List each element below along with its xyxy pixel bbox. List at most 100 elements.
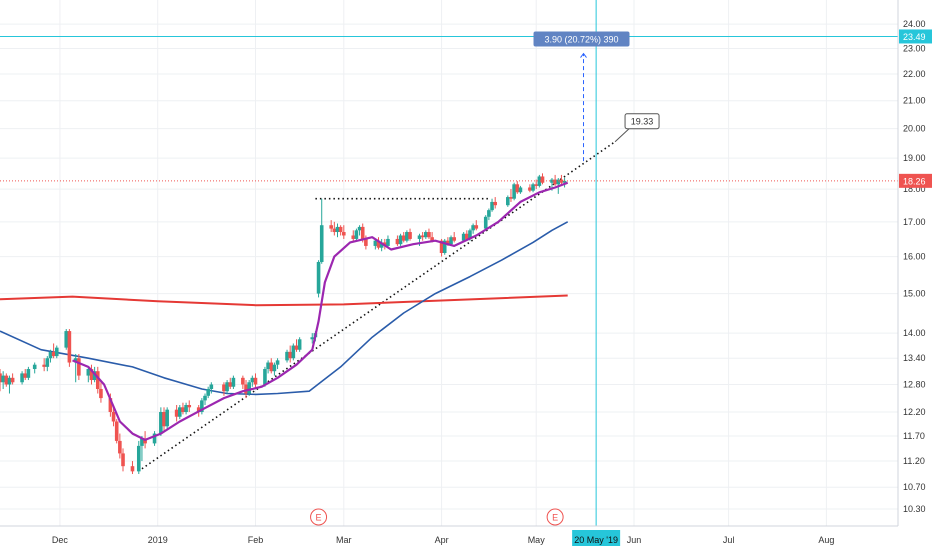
candle-body	[439, 240, 444, 254]
candle-body	[515, 184, 520, 193]
candle-body	[200, 400, 204, 413]
ma-mid-line	[0, 221, 569, 396]
candle-body	[177, 407, 182, 417]
price-tick-label: 15.00	[903, 289, 926, 299]
candle-body	[45, 358, 50, 367]
candle-body	[531, 184, 535, 191]
candle-body	[405, 232, 409, 241]
candle-body	[490, 201, 494, 211]
ma-fast-line	[72, 181, 569, 441]
candle-body	[424, 232, 428, 238]
candle-body	[294, 345, 299, 350]
price-tick-label: 12.80	[903, 379, 926, 389]
time-tick-label: Feb	[248, 535, 264, 545]
price-tick-label: 20.00	[903, 124, 926, 134]
ma-fast-path	[72, 181, 569, 441]
candle-body	[99, 388, 103, 399]
candles	[0, 173, 567, 474]
time-axis[interactable]: Dec 2019 Feb Mar Apr May Jun Jul Aug 20 May '19	[0, 525, 932, 550]
candle-body	[130, 466, 135, 472]
candle-body	[1, 375, 5, 383]
candle-body	[357, 226, 362, 231]
candle-body	[379, 242, 384, 248]
candle-body	[181, 407, 185, 413]
crosshair	[0, 0, 898, 526]
candle-body	[540, 176, 545, 183]
price-tag-label: 23.49	[903, 32, 926, 42]
candle-body	[338, 226, 343, 233]
price-tick-label: 14.00	[903, 328, 926, 338]
price-tick-label: 19.00	[903, 153, 926, 163]
candle-body	[118, 440, 122, 454]
measure-arrow-icon	[580, 52, 587, 58]
candle-body	[111, 412, 116, 422]
price-tick-label: 21.00	[903, 96, 926, 106]
price-axis[interactable]: 24.00 23.00 22.00 21.00 20.00 19.00 18.00 17.00…	[897, 0, 932, 550]
price-tag	[899, 29, 932, 44]
candle-body	[291, 345, 296, 359]
candle-body	[288, 351, 292, 359]
plot-background	[0, 0, 898, 526]
axis-corner	[898, 526, 932, 550]
trendline-segment[interactable]	[141, 141, 616, 470]
price-tick-label: 10.70	[903, 482, 926, 492]
candle-body	[275, 360, 280, 365]
candle-body	[471, 225, 475, 231]
candle-body	[48, 351, 53, 359]
candle-body	[266, 362, 270, 370]
candle-body	[54, 347, 59, 357]
candle-body	[42, 364, 46, 367]
candle-body	[272, 364, 277, 372]
trendline-label: 19.33	[631, 117, 654, 127]
candle-body	[351, 235, 356, 239]
candle-body	[465, 233, 469, 239]
candle-body	[250, 377, 255, 383]
candle-body	[332, 228, 337, 233]
trendline[interactable]: 19.33	[141, 113, 660, 470]
time-tick-label: Dec	[52, 535, 69, 545]
measure-tool[interactable]: 3.90 (20.72%) 390	[533, 31, 630, 162]
candle-body	[528, 187, 532, 191]
candle-body	[77, 358, 81, 376]
earnings-marker[interactable]	[546, 508, 564, 526]
candle-body	[401, 235, 406, 241]
candle-body	[4, 375, 9, 385]
candle-body	[121, 453, 125, 467]
price-tick-label: 17.00	[903, 217, 926, 227]
candle-body	[73, 358, 78, 363]
trendline-label-pointer	[614, 128, 630, 143]
candle-body	[174, 409, 179, 417]
price-tick-label: 16.00	[903, 252, 926, 262]
candle-body	[335, 226, 340, 233]
measure-label: 3.90 (20.72%) 390	[544, 35, 618, 45]
candle-body	[509, 197, 513, 199]
time-tick-label: Mar	[336, 535, 352, 545]
candle-body	[329, 225, 333, 229]
candle-body	[92, 371, 97, 381]
candle-body	[468, 230, 472, 239]
candle-body	[89, 369, 94, 381]
candle-body	[51, 351, 56, 357]
candle-body	[360, 226, 365, 239]
earnings-marker-label: E	[316, 513, 322, 523]
candle-body	[483, 216, 488, 229]
candle-body	[184, 405, 188, 413]
earnings-marker[interactable]	[310, 508, 328, 526]
candle-body	[241, 377, 245, 385]
measure-label-box[interactable]	[533, 31, 630, 47]
candle-body	[209, 384, 214, 389]
candle-body	[86, 369, 91, 376]
candle-body	[231, 377, 236, 387]
candle-body	[341, 232, 346, 236]
grid	[0, 0, 898, 526]
candle-body	[373, 240, 378, 246]
candle-body	[10, 377, 15, 383]
candle-body	[461, 233, 466, 241]
time-axis-background	[0, 526, 898, 550]
time-tick-label: May	[528, 535, 546, 545]
candle-body	[0, 373, 2, 383]
candle-body	[395, 238, 400, 245]
price-tick-label: 12.20	[903, 407, 926, 417]
